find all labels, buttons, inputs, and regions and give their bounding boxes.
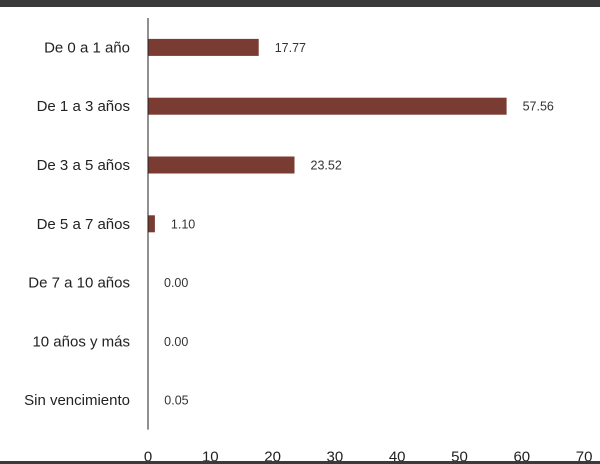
category-label-2: De 3 a 5 años	[37, 157, 130, 174]
value-labels-group: 17.77 57.56 23.52 1.10 0.00 0.00 0.05	[164, 41, 554, 408]
bar-0	[148, 38, 259, 56]
x-tick-label-3: 30	[327, 449, 344, 464]
x-tick-label-6: 60	[513, 449, 530, 464]
category-label-6: Sin vencimiento	[24, 392, 130, 409]
category-label-4: De 7 a 10 años	[28, 275, 130, 292]
bars-group	[148, 38, 507, 409]
category-label-0: De 0 a 1 año	[44, 39, 130, 56]
bottom-border-band	[0, 461, 600, 464]
value-label-1: 57.56	[523, 100, 554, 114]
x-tick-label-4: 40	[389, 449, 406, 464]
value-label-0: 17.77	[275, 41, 306, 55]
x-tick-label-0: 0	[144, 449, 152, 464]
x-tick-label-5: 50	[451, 449, 468, 464]
category-labels-group: De 0 a 1 año De 1 a 3 años De 3 a 5 años De…	[24, 39, 130, 409]
value-label-2: 23.52	[311, 159, 342, 173]
top-border-band	[0, 0, 600, 7]
category-label-5: 10 años y más	[32, 333, 130, 350]
value-label-4: 0.00	[164, 276, 188, 290]
x-tick-labels-group: 0 10 20 30 40 50 60 70	[144, 449, 593, 464]
bar-2	[148, 156, 295, 174]
x-tick-label-1: 10	[202, 449, 219, 464]
category-label-3: De 5 a 7 años	[37, 216, 130, 233]
x-tick-label-7: 70	[576, 449, 593, 464]
category-label-1: De 1 a 3 años	[37, 98, 130, 115]
value-label-5: 0.00	[164, 335, 188, 349]
bar-1	[148, 97, 507, 115]
bar-3	[148, 215, 155, 233]
value-label-3: 1.10	[171, 217, 195, 231]
value-label-6: 0.05	[164, 394, 188, 408]
x-tick-label-2: 20	[264, 449, 281, 464]
